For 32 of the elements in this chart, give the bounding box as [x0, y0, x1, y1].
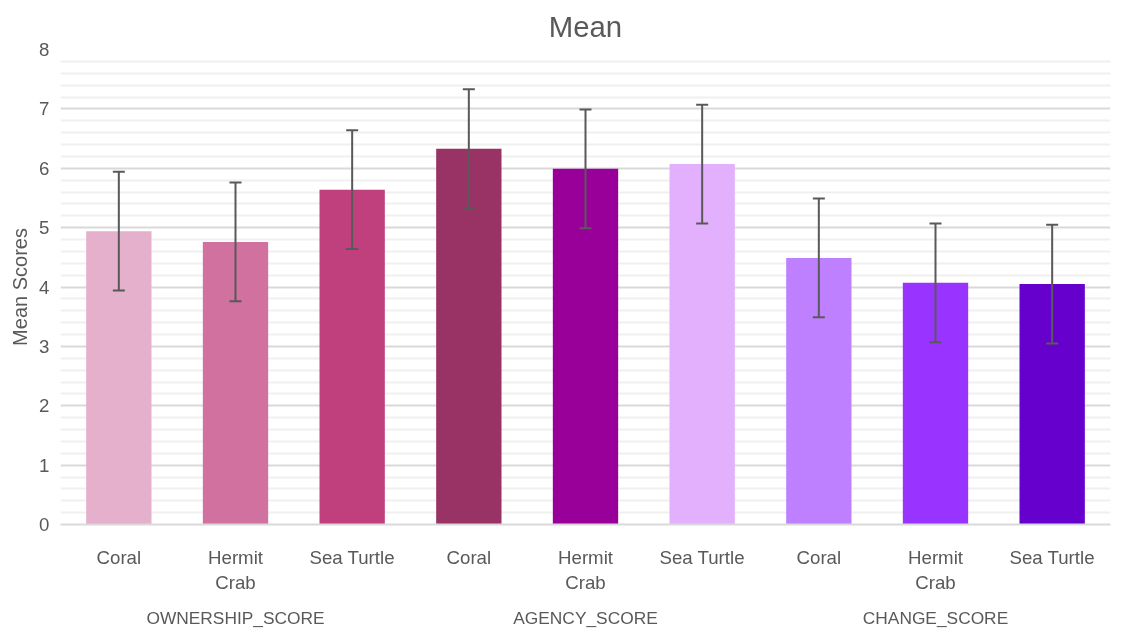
y-tick-label: 6 [39, 157, 50, 179]
bar [86, 231, 152, 525]
y-tick-label: 3 [39, 335, 50, 357]
y-tick-label: 4 [39, 276, 50, 298]
y-tick-label: 5 [39, 217, 50, 239]
x-tick-label: Sea Turtle [1009, 546, 1095, 568]
bar [202, 241, 269, 525]
bar [552, 168, 619, 525]
y-tick-label: 8 [39, 39, 50, 60]
bar [436, 148, 502, 525]
x-tick-label: Hermit Crab [208, 546, 264, 593]
y-tick-label: 2 [39, 395, 50, 417]
x-tick-label: Hermit Crab [908, 546, 964, 593]
x-tick-label: Sea Turtle [659, 546, 745, 568]
x-tick-label: Coral [796, 546, 842, 568]
text: CHANGE_SCORE [862, 607, 1009, 628]
y-axis-title: Mean Scores [9, 228, 32, 346]
bar [319, 189, 385, 525]
bar [902, 282, 969, 525]
x-tick-label: Coral [96, 546, 142, 568]
text: AGENCY_SCORE [513, 607, 658, 628]
x-tick-label: Coral [446, 546, 492, 568]
y-tick-label: 1 [39, 454, 50, 476]
x-tick-label: Sea Turtle [309, 546, 395, 568]
chart-title: Mean [548, 9, 623, 43]
bar [786, 257, 852, 525]
y-tick-label: 0 [39, 514, 50, 535]
text: OWNERSHIP_SCORE [146, 607, 325, 628]
y-tick-label: 7 [39, 98, 50, 120]
bar [1019, 284, 1085, 525]
bar [669, 164, 735, 525]
x-tick-label: Hermit Crab [558, 546, 614, 593]
